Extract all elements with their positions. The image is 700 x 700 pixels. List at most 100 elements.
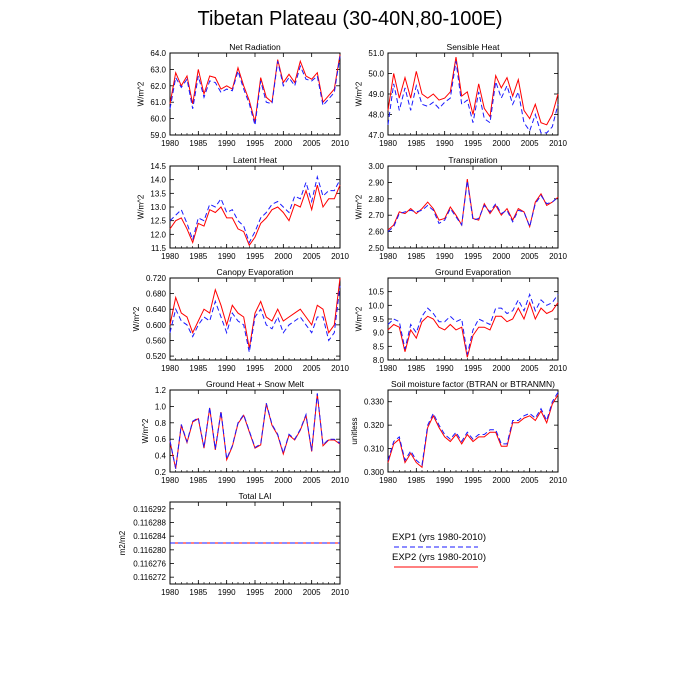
legend: EXP1 (yrs 1980-2010) EXP2 (yrs 1980-2010) (392, 532, 486, 568)
panel-title: Ground Heat + Snow Melt (206, 379, 305, 389)
y-tick-label: 13.5 (150, 189, 166, 198)
x-tick-label: 2000 (492, 476, 510, 485)
y-tick-label: 47.0 (368, 131, 384, 140)
plot-frame (387, 277, 559, 361)
x-tick-label: 1985 (407, 364, 425, 373)
x-tick-label: 1995 (464, 139, 482, 148)
x-tick-label: 1980 (161, 139, 179, 148)
x-tick-label: 1985 (407, 139, 425, 148)
x-tick-label: 2010 (549, 364, 567, 373)
y-axis-label: unitless (350, 417, 359, 444)
x-tick-label: 2005 (303, 252, 321, 261)
series-line-exp2 (387, 57, 559, 126)
y-tick-label: 11.5 (151, 244, 167, 253)
x-tick-label: 2000 (492, 252, 510, 261)
panel-title: Latent Heat (233, 155, 278, 165)
x-tick-label: 1995 (246, 588, 264, 597)
y-axis-label: W/m^2 (137, 194, 146, 219)
y-tick-label: 2.80 (368, 195, 384, 204)
x-tick-label: 1980 (379, 476, 397, 485)
y-tick-label: 9.5 (373, 315, 385, 324)
x-tick-label: 1980 (161, 364, 179, 373)
y-tick-label: 8.0 (373, 356, 385, 365)
y-tick-label: 9.0 (373, 329, 385, 338)
y-tick-label: 0.116292 (133, 505, 166, 514)
series-line-exp2 (169, 394, 341, 469)
panel-title: Transpiration (448, 155, 498, 165)
plot-frame (387, 165, 559, 249)
y-tick-label: 60.0 (150, 115, 166, 124)
y-axis-label: W/m^2 (141, 418, 150, 443)
y-tick-label: 59.0 (150, 131, 166, 140)
y-tick-label: 0.600 (146, 321, 167, 330)
y-axis-label: W/m^2 (137, 81, 146, 106)
x-tick-label: 1995 (246, 364, 264, 373)
x-tick-label: 2005 (303, 476, 321, 485)
x-tick-label: 2000 (274, 476, 292, 485)
x-tick-label: 2010 (331, 252, 349, 261)
y-tick-label: 0.116284 (133, 532, 166, 541)
series-line-exp1 (169, 174, 341, 244)
y-tick-label: 8.5 (373, 342, 385, 351)
x-tick-label: 1980 (161, 476, 179, 485)
panel-7: Ground Heat + Snow Melt 1980 1985 1990 1995 2… (141, 379, 349, 485)
x-tick-label: 2000 (492, 364, 510, 373)
x-tick-label: 1990 (218, 139, 236, 148)
y-tick-label: 0.116280 (133, 546, 166, 555)
series-line-exp1 (169, 56, 341, 126)
x-tick-label: 1990 (436, 139, 454, 148)
x-tick-label: 2010 (331, 139, 349, 148)
y-tick-label: 0.2 (155, 468, 167, 477)
x-tick-label: 1980 (379, 139, 397, 148)
series-line-exp2 (387, 301, 559, 358)
series-line-exp1 (387, 61, 559, 134)
x-tick-label: 1985 (189, 139, 207, 148)
x-tick-label: 2005 (521, 252, 539, 261)
x-tick-label: 1980 (161, 588, 179, 597)
x-tick-label: 1990 (218, 364, 236, 373)
series-line-exp1 (387, 180, 559, 232)
legend-label: EXP2 (yrs 1980-2010) (392, 552, 486, 563)
y-tick-label: 0.300 (364, 468, 385, 477)
panel-3: Latent Heat 1980 1985 1990 1995 2000 2005 2010 1… (137, 155, 350, 261)
y-tick-label: 0.640 (146, 305, 167, 314)
x-tick-label: 1980 (161, 252, 179, 261)
x-tick-label: 1985 (189, 252, 207, 261)
y-tick-label: 0.560 (146, 336, 167, 345)
y-axis-label: W/m^2 (355, 306, 364, 331)
x-tick-label: 1985 (407, 252, 425, 261)
x-tick-label: 2000 (274, 252, 292, 261)
series-line-exp2 (169, 54, 341, 123)
series-line-exp2 (169, 184, 341, 247)
y-tick-label: 0.116288 (133, 519, 166, 528)
y-tick-label: 14.5 (150, 162, 166, 171)
y-tick-label: 0.116276 (133, 560, 166, 569)
x-tick-label: 1990 (436, 252, 454, 261)
y-tick-label: 0.720 (146, 274, 167, 283)
y-tick-label: 62.0 (150, 82, 166, 91)
panel-5: Canopy Evaporation 1980 1985 1990 1995 2000 20… (132, 267, 349, 373)
y-tick-label: 10.5 (368, 288, 384, 297)
y-tick-label: 64.0 (150, 49, 166, 58)
panel-4: Transpiration 1980 1985 1990 1995 2000 2005 201… (355, 155, 568, 261)
x-tick-label: 1985 (189, 364, 207, 373)
panel-6: Ground Evaporation 1980 1985 1990 1995 2000 20… (355, 267, 568, 373)
panel-title: Net Radiation (229, 42, 281, 52)
y-tick-label: 12.0 (150, 230, 166, 239)
y-tick-label: 12.5 (150, 217, 166, 226)
panel-title: Canopy Evaporation (216, 267, 293, 277)
figure-title: Tibetan Plateau (30-40N,80-100E) (197, 8, 503, 30)
y-tick-label: 0.6 (155, 435, 167, 444)
y-tick-label: 1.0 (155, 402, 167, 411)
y-tick-label: 0.4 (155, 452, 167, 461)
plot-frame (169, 389, 341, 473)
y-tick-label: 0.116272 (133, 573, 166, 582)
panel-1: Net Radiation 1980 1985 1990 1995 2000 2005 201… (137, 42, 350, 148)
x-tick-label: 2010 (549, 476, 567, 485)
y-tick-label: 14.0 (150, 176, 166, 185)
x-tick-label: 2010 (331, 588, 349, 597)
y-tick-label: 10.0 (368, 301, 384, 310)
y-tick-label: 2.90 (368, 178, 384, 187)
x-tick-label: 2010 (331, 364, 349, 373)
